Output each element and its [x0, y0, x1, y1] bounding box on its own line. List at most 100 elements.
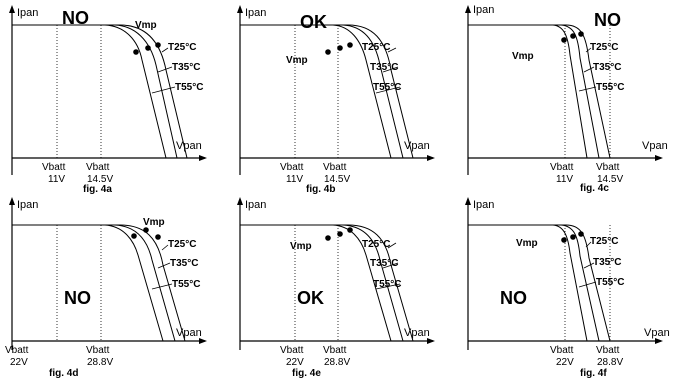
- mpp-dot-t25: [578, 231, 584, 237]
- iv-curve-t25: [468, 25, 610, 158]
- y-axis-label: Ipan: [473, 4, 494, 16]
- vbatt-min-label: Vbatt: [550, 162, 574, 173]
- vbatt-max-label: Vbatt: [323, 345, 347, 356]
- mpp-dot-t35: [337, 45, 343, 51]
- y-axis-arrow-icon: [465, 5, 471, 13]
- vbatt-min-value: 11V: [48, 174, 65, 185]
- vbatt-max-label: Vbatt: [323, 162, 347, 173]
- mpp-dot-t55: [325, 49, 331, 55]
- temp-label-t55: T55°C: [172, 279, 200, 290]
- vbatt-min-value: 22V: [10, 357, 28, 368]
- figure-caption: fig. 4c: [580, 183, 609, 194]
- y-axis-label: Ipan: [245, 199, 266, 211]
- vbatt-min-label: Vbatt: [280, 162, 304, 173]
- mpp-dot-t35: [143, 227, 149, 233]
- mpp-dot-t25: [578, 31, 584, 37]
- y-axis-arrow-icon: [237, 197, 243, 205]
- temp-label-t55: T55°C: [596, 277, 624, 288]
- temp-label-t25: T25°C: [362, 42, 390, 53]
- vbatt-min-label: Vbatt: [280, 345, 304, 356]
- temp-leader-t55: [579, 282, 596, 287]
- iv-curve-t55: [468, 25, 587, 158]
- vmp-label: Vmp: [286, 55, 308, 66]
- y-axis-arrow-icon: [465, 197, 471, 205]
- figure-caption: fig. 4e: [292, 368, 321, 379]
- vbatt-min-value: 22V: [556, 357, 574, 368]
- x-axis-label: Vpan: [404, 327, 430, 339]
- verdict-label: OK: [297, 288, 324, 308]
- temp-label-t55: T55°C: [175, 82, 203, 93]
- temp-label-t35: T35°C: [370, 258, 398, 269]
- x-axis-arrow-icon: [655, 155, 663, 161]
- vbatt-max-value: 28.8V: [324, 357, 350, 368]
- temp-label-t55: T55°C: [596, 82, 624, 93]
- panel-fig-4b: Ipan Vpan OK Vmp T25°C T35°C T55°C Vbatt…: [237, 5, 435, 195]
- vbatt-max-label: Vbatt: [596, 345, 620, 356]
- temp-label-t25: T25°C: [590, 236, 618, 247]
- mpp-dot-t35: [145, 45, 151, 51]
- y-axis-label: Ipan: [245, 7, 266, 19]
- temp-label-t55: T55°C: [373, 82, 401, 93]
- iv-curve-t35: [468, 25, 599, 158]
- panel-fig-4f: Ipan Vpan NO Vmp T25°C T35°C T55°C Vbatt…: [465, 197, 670, 379]
- mpp-dot-t55: [561, 237, 567, 243]
- x-axis-arrow-icon: [427, 155, 435, 161]
- mpp-dot-t55: [325, 235, 331, 241]
- iv-curve-t55: [12, 25, 166, 158]
- temp-label-t25: T25°C: [168, 239, 196, 250]
- temp-label-t25: T25°C: [590, 42, 618, 53]
- temp-leader-t35: [158, 67, 172, 72]
- x-axis-label: Vpan: [404, 140, 430, 152]
- verdict-label: OK: [300, 12, 327, 32]
- temp-label-t35: T35°C: [593, 257, 621, 268]
- vmp-label: Vmp: [290, 241, 312, 252]
- mpp-dot-t55: [561, 37, 567, 43]
- x-axis-label: Vpan: [176, 327, 202, 339]
- vbatt-max-value: 28.8V: [597, 357, 623, 368]
- vbatt-min-label: Vbatt: [5, 345, 29, 356]
- vmp-label: Vmp: [135, 20, 157, 31]
- vbatt-min-value: 22V: [286, 357, 304, 368]
- iv-curve-t25: [468, 225, 610, 341]
- mpp-dot-t25: [347, 42, 353, 48]
- y-axis-label: Ipan: [17, 7, 38, 19]
- mpp-dot-t25: [155, 42, 161, 48]
- temp-label-t35: T35°C: [593, 62, 621, 73]
- vbatt-min-value: 11V: [556, 174, 573, 185]
- mpp-dot-t35: [570, 234, 576, 240]
- verdict-label: NO: [500, 288, 527, 308]
- iv-curve-t35: [12, 25, 177, 158]
- iv-curve-t35: [12, 225, 175, 341]
- mpp-dot-t35: [337, 231, 343, 237]
- iv-curve-t55: [12, 225, 163, 341]
- vbatt-min-label: Vbatt: [42, 162, 66, 173]
- mpp-dot-t25: [347, 227, 353, 233]
- temp-label-t35: T35°C: [170, 258, 198, 269]
- vbatt-min-label: Vbatt: [550, 345, 574, 356]
- y-axis-label: Ipan: [17, 199, 38, 211]
- mpp-dot-t55: [133, 49, 139, 55]
- temp-label-t35: T35°C: [172, 62, 200, 73]
- vmp-label: Vmp: [143, 217, 165, 228]
- verdict-label: NO: [64, 288, 91, 308]
- temp-label-t25: T25°C: [168, 42, 196, 53]
- figure-caption: fig. 4b: [306, 184, 335, 195]
- x-axis-label: Vpan: [642, 140, 668, 152]
- vmp-label: Vmp: [516, 238, 538, 249]
- y-axis-label: Ipan: [473, 199, 494, 211]
- figure-caption: fig. 4a: [83, 184, 112, 195]
- vbatt-max-label: Vbatt: [86, 162, 110, 173]
- figure-caption: fig. 4d: [49, 368, 78, 379]
- mpp-dot-t25: [155, 234, 161, 240]
- panel-fig-4a: Ipan Vpan NO Vmp T25°C T35°C T55°C Vbatt…: [9, 5, 207, 195]
- panel-fig-4e: Ipan Vpan OK Vmp T25°C T35°C T55°C Vbatt…: [237, 197, 435, 379]
- vbatt-min-value: 11V: [286, 174, 303, 185]
- verdict-label: NO: [594, 10, 621, 30]
- y-axis-arrow-icon: [237, 5, 243, 13]
- x-axis-label: Vpan: [176, 140, 202, 152]
- vbatt-max-label: Vbatt: [86, 345, 110, 356]
- vmp-label: Vmp: [512, 51, 534, 62]
- mpp-dot-t55: [131, 233, 137, 239]
- y-axis-arrow-icon: [9, 197, 15, 205]
